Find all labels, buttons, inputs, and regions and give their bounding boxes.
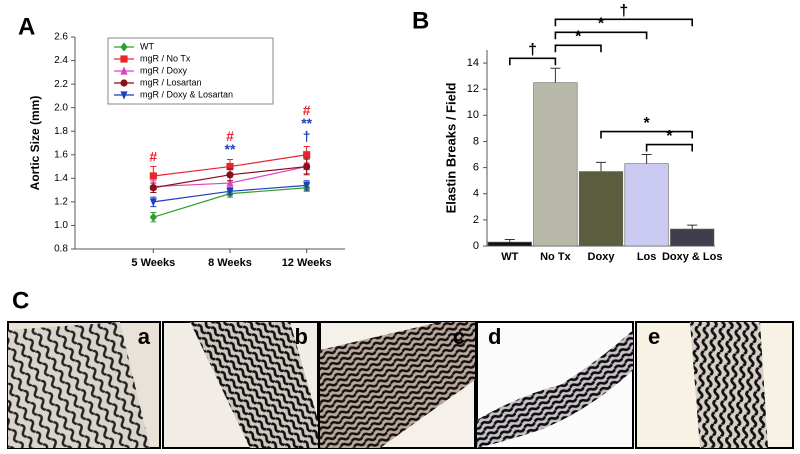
y-tick-label: 0.8	[54, 244, 68, 255]
legend-label: mgR / No Tx	[140, 53, 191, 63]
marker	[303, 181, 311, 190]
marker	[303, 162, 311, 171]
tissue	[190, 322, 318, 448]
significance-bracket	[509, 57, 557, 66]
tissue	[8, 322, 150, 448]
annotation: #	[303, 102, 311, 118]
marker	[226, 178, 234, 187]
y-tick-label: 2.2	[54, 79, 68, 90]
bar	[487, 241, 532, 247]
y-tick-label: 1.4	[54, 173, 68, 184]
legend-box	[107, 37, 274, 105]
error-bar	[687, 224, 698, 230]
y-axis-label: Elastin Breaks / Field	[443, 83, 458, 214]
marker	[226, 162, 234, 171]
significance-bracket	[645, 143, 693, 152]
y-tick-label: 12	[467, 83, 479, 95]
x-tick-label: 5 Weeks	[131, 257, 175, 269]
marker	[149, 212, 157, 222]
annotation: #	[149, 148, 157, 164]
significance-label: *	[666, 128, 673, 145]
y-tick-label: 2	[473, 214, 479, 226]
legend-marker	[120, 91, 128, 100]
image-label: b	[295, 324, 308, 349]
tissue	[690, 322, 768, 448]
marker	[226, 187, 234, 196]
annotation: **	[301, 115, 312, 131]
image-label: a	[138, 324, 151, 349]
x-tick-label: No Tx	[540, 251, 571, 263]
y-tick-label: 1.8	[54, 126, 68, 137]
marker	[303, 151, 311, 159]
tissue	[320, 322, 475, 448]
y-tick-label: 1.2	[54, 197, 68, 208]
legend-label: WT	[140, 41, 154, 51]
bar	[670, 228, 715, 247]
significance-bracket	[554, 44, 602, 53]
panel-label: B	[412, 7, 429, 34]
x-tick-label: WT	[501, 251, 518, 263]
image-label: c	[453, 324, 465, 349]
annotation: †	[303, 128, 311, 144]
error-bar	[596, 161, 606, 172]
y-tick-label: 14	[467, 57, 479, 69]
y-axis-label: Aortic Size (mm)	[28, 96, 42, 191]
image-label: d	[488, 324, 501, 349]
y-tick-label: 0	[473, 240, 479, 252]
legend-label: mgR / Losartan	[140, 77, 202, 87]
annotation: #	[226, 128, 234, 144]
bar	[624, 163, 669, 247]
error-bar	[504, 238, 515, 243]
y-tick-label: 2.0	[54, 102, 68, 113]
significance-bracket	[600, 130, 693, 139]
panel-label: C	[12, 287, 29, 314]
legend-label: mgR / Doxy	[140, 65, 188, 75]
significance-label: †	[619, 3, 628, 20]
x-tick-label: 8 Weeks	[208, 257, 252, 269]
panel-c-images	[7, 321, 794, 449]
legend-marker	[120, 55, 128, 63]
significance-label: *	[598, 16, 605, 33]
x-tick-label: 12 Weeks	[282, 257, 332, 269]
significance-label: *	[575, 29, 582, 46]
y-tick-label: 8	[473, 135, 479, 147]
x-tick-label: Doxy	[588, 251, 616, 263]
image-label: e	[648, 324, 660, 349]
legend-marker	[120, 66, 128, 75]
significance-label: *	[643, 115, 650, 132]
bar	[578, 171, 624, 247]
error-bar	[550, 67, 561, 83]
significance-label: †	[528, 42, 537, 59]
marker	[149, 184, 157, 192]
error-bar	[641, 154, 652, 164]
significance-bracket	[554, 18, 693, 27]
bar	[533, 82, 578, 247]
y-tick-label: 1.0	[54, 220, 68, 231]
annotation: **	[225, 141, 236, 157]
x-tick-label: Doxy & Los	[662, 251, 723, 263]
marker	[149, 198, 157, 207]
significance-bracket	[554, 31, 648, 40]
legend-label: mgR / Doxy & Losartan	[140, 89, 233, 99]
legend-marker	[120, 42, 128, 52]
y-tick-label: 2.6	[54, 32, 68, 43]
panel-label: A	[18, 13, 35, 40]
y-tick-label: 4	[473, 188, 479, 200]
y-tick-label: 10	[467, 109, 479, 121]
legend-marker	[120, 79, 128, 87]
y-tick-label: 6	[473, 162, 479, 174]
marker	[149, 172, 157, 180]
y-tick-label: 2.4	[54, 55, 68, 66]
x-tick-label: Los	[637, 251, 657, 263]
y-tick-label: 1.6	[54, 149, 68, 160]
marker	[226, 171, 234, 179]
tissue	[477, 330, 633, 448]
